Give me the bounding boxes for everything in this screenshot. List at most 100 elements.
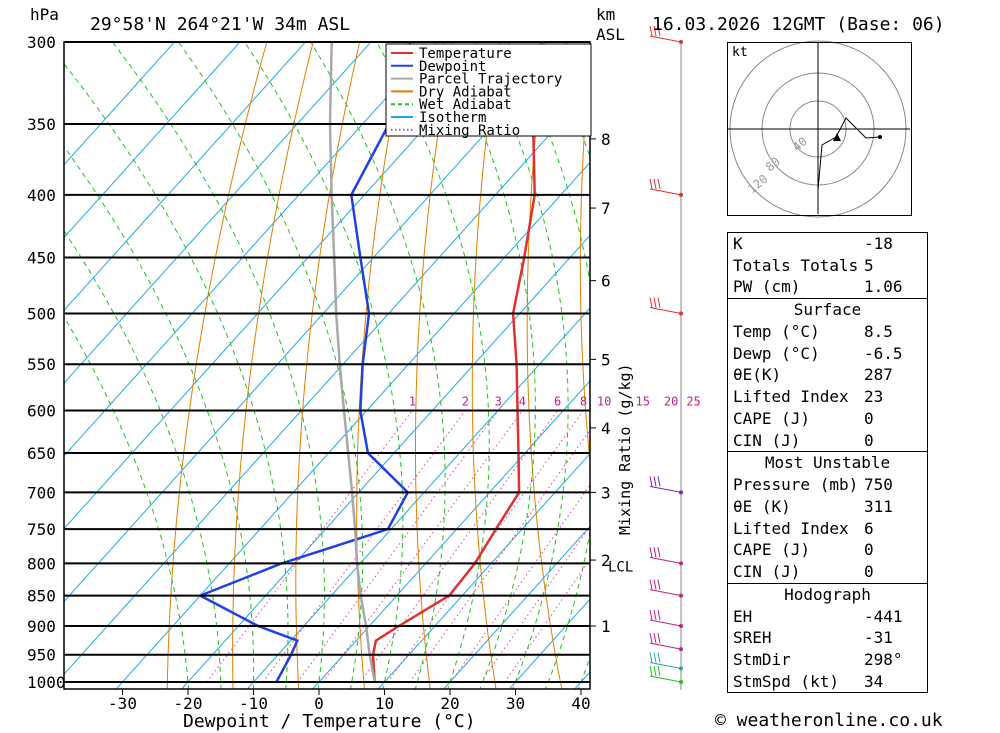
wind-barb xyxy=(649,25,682,43)
index-value: -18 xyxy=(864,234,893,253)
most-unstable-title: Most Unstable xyxy=(764,453,891,473)
surface-value: 23 xyxy=(864,387,884,407)
wind-barb-flag xyxy=(657,609,661,621)
parcel-trajectory-line xyxy=(328,42,376,683)
km-tick-label: 6 xyxy=(601,272,611,291)
pressure-tick-label: 700 xyxy=(27,483,56,502)
dry-adiabat-line xyxy=(526,42,563,689)
mixing-ratio-value-label: 6 xyxy=(554,394,561,408)
hodograph-stat-row: StmDir 298° xyxy=(728,649,927,671)
index-row: Totals Totals 5 xyxy=(728,255,927,277)
wind-barbs-column xyxy=(649,25,683,690)
lcl-label: LCL xyxy=(608,560,633,576)
surface-label: CIN (J) xyxy=(733,430,801,450)
wind-barb-flag xyxy=(657,476,661,487)
mixing-ratio-line xyxy=(359,410,559,683)
wind-barb xyxy=(649,297,682,315)
km-tick-label: 7 xyxy=(601,199,611,218)
most-unstable-row: θE (K) 311 xyxy=(728,496,927,518)
isotherm-line xyxy=(64,42,438,457)
wind-barb-flag xyxy=(657,25,661,37)
mixing-ratio-line xyxy=(206,410,413,683)
wind-barb-flag xyxy=(653,609,657,621)
mixing-ratio-value-label: 25 xyxy=(686,394,700,408)
wet-adiabat-line xyxy=(376,42,490,689)
mixing-ratio-value-label: 3 xyxy=(495,394,502,408)
storm-motion-marker xyxy=(833,133,841,141)
plot-frame xyxy=(63,41,591,690)
x-tick-label: 10 xyxy=(375,694,394,713)
wind-barb-flag xyxy=(657,665,661,677)
isotherm-line xyxy=(115,161,590,689)
index-label: K xyxy=(733,234,743,253)
most-unstable-value: 750 xyxy=(864,475,893,495)
wind-barb-flag xyxy=(657,547,661,558)
wind-barb xyxy=(649,633,682,650)
wind-barb-staff xyxy=(649,619,682,627)
temperature-line xyxy=(371,42,543,683)
credit-text: © weatheronline.co.uk xyxy=(715,710,943,731)
dry-adiabat-line xyxy=(579,55,590,466)
wind-barb-flag xyxy=(653,652,657,663)
wind-barb-flag xyxy=(657,579,661,590)
index-label: PW (cm) xyxy=(733,277,801,297)
hodograph-trace xyxy=(817,117,881,191)
most-unstable-row: CIN (J) 0 xyxy=(728,561,927,583)
hodograph-stat-label: EH xyxy=(733,606,753,626)
wind-barb-flag xyxy=(649,665,653,677)
wet-adiabat-line xyxy=(64,145,255,689)
wet-adiabat-line xyxy=(243,42,404,689)
legend-label: Temperature xyxy=(419,46,512,62)
dry-adiabat-line xyxy=(960,5,1000,708)
mixing-ratio-value-label: 8 xyxy=(580,394,587,408)
isotherm-line xyxy=(443,525,590,689)
legend-label: Wet Adiabat xyxy=(419,97,512,113)
km-tick-label: 8 xyxy=(601,130,611,149)
wind-barb-flag xyxy=(653,633,657,644)
hodograph-stat-label: SREH xyxy=(733,628,772,648)
surface-label: Lifted Index xyxy=(733,387,849,407)
hodograph-stat-label: StmSpd (kt) xyxy=(733,671,839,691)
x-axis-label: Dewpoint / Temperature (°C) xyxy=(183,711,476,732)
wind-barb-flag xyxy=(653,547,657,558)
hodograph-stat-label: StmDir xyxy=(733,650,791,669)
x-tick-label: -20 xyxy=(174,694,203,713)
wind-barb-staff xyxy=(649,675,682,683)
wind-barb-flag xyxy=(649,633,653,644)
wind-barb-staff xyxy=(649,662,682,670)
surface-row: CIN (J) 0 xyxy=(728,430,927,452)
dry-adiabat-line xyxy=(471,42,500,689)
wind-barb-flag xyxy=(653,579,657,590)
pressure-tick-label: 300 xyxy=(27,33,56,52)
mixing-ratio-line xyxy=(480,525,590,683)
surface-value: 287 xyxy=(864,365,893,385)
wind-barb xyxy=(649,652,682,670)
hodograph-stat-value: -441 xyxy=(864,606,903,626)
wind-barb-flag xyxy=(657,633,661,644)
hodograph-title: Hodograph xyxy=(784,584,871,604)
pressure-tick-label: 350 xyxy=(27,115,56,134)
mixing-ratio-axis-label: Mixing Ratio (g/kg) xyxy=(616,363,634,535)
most-unstable-value: 0 xyxy=(864,561,874,581)
stats-table: K -18 Totals Totals 5 PW (cm) 1.06 Surface Tem… xyxy=(727,232,928,694)
surface-row: CAPE (J) 0 xyxy=(728,408,927,430)
most-unstable-row: CAPE (J) 0 xyxy=(728,539,927,561)
legend-label: Dewpoint xyxy=(419,59,486,75)
hodograph-box: kt xyxy=(727,42,912,216)
most-unstable-row: Pressure (mb) 750 xyxy=(728,474,927,496)
isotherm-line xyxy=(246,307,590,689)
surface-row: Lifted Index 23 xyxy=(728,386,927,408)
pressure-tick-label: 900 xyxy=(27,617,56,636)
wind-barb-flag xyxy=(649,476,653,487)
wind-barb-staff xyxy=(649,188,682,196)
km-tick-label: 5 xyxy=(601,350,611,369)
surface-label: Dewp (°C) xyxy=(733,343,820,363)
isotherm-line xyxy=(377,452,590,689)
km-tick-label: 1 xyxy=(601,617,611,636)
hodograph-unit: kt xyxy=(732,45,748,60)
legend-label: Isotherm xyxy=(419,110,486,126)
wind-barb-flag xyxy=(649,609,653,621)
most-unstable-label: Pressure (mb) xyxy=(733,475,859,495)
pressure-tick-label: 600 xyxy=(27,401,56,420)
wind-barb xyxy=(649,609,682,627)
